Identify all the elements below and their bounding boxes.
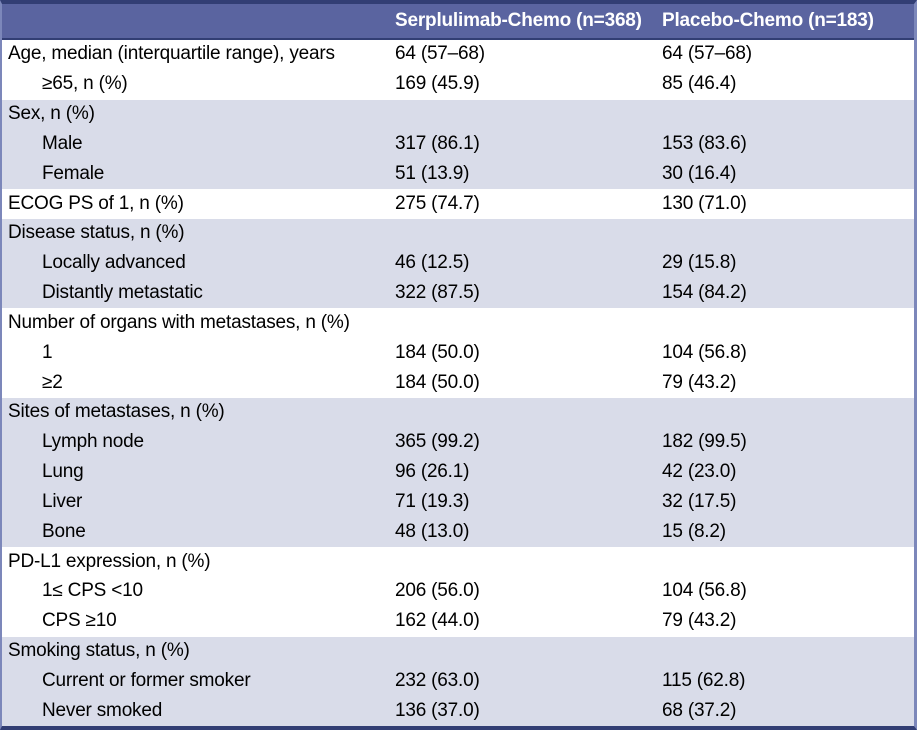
cell-serplulimab-value: 71 (19.3)	[395, 491, 470, 512]
cell-serplulimab-value: 48 (13.0)	[395, 521, 470, 542]
cell-serplulimab-value: 136 (37.0)	[395, 700, 480, 721]
cell-placebo-value: 32 (17.5)	[662, 491, 737, 512]
row-label: Sex, n (%)	[8, 104, 95, 125]
row-label: 1	[42, 342, 53, 363]
cell-placebo-value: 115 (62.8)	[662, 670, 746, 691]
cell-serplulimab-value: 317 (86.1)	[395, 133, 480, 154]
row-label: 1≤ CPS <10	[42, 581, 143, 602]
cell-placebo-value: 30 (16.4)	[662, 163, 737, 184]
row-label: Distantly metastatic	[42, 283, 203, 304]
table-row: 1≤ CPS <10 206 (56.0) 104 (56.8)	[2, 576, 914, 607]
cell-serplulimab-value: 184 (50.0)	[395, 372, 480, 393]
cell-serplulimab-value: 162 (44.0)	[395, 611, 480, 632]
cell-placebo-value: 79 (43.2)	[662, 372, 737, 393]
row-label: Sites of metastases, n (%)	[8, 402, 225, 423]
table-row: Lung 96 (26.1) 42 (23.0)	[2, 457, 914, 488]
row-label: Male	[42, 133, 83, 154]
row-label: Disease status, n (%)	[8, 223, 185, 244]
table-row: Number of organs with metastases, n (%)	[2, 308, 914, 339]
cell-serplulimab-value: 96 (26.1)	[395, 462, 470, 483]
table-row: ≥65, n (%) 169 (45.9) 85 (46.4)	[2, 69, 914, 100]
cell-placebo-value: 64 (57–68)	[662, 44, 752, 65]
cell-placebo-value: 153 (83.6)	[662, 133, 747, 154]
cell-placebo-value: 42 (23.0)	[662, 462, 737, 483]
cell-serplulimab-value: 232 (63.0)	[395, 670, 480, 691]
row-label: PD-L1 expression, n (%)	[8, 551, 211, 572]
row-label: Age, median (interquartile range), years	[8, 44, 335, 65]
cell-placebo-value: 104 (56.8)	[662, 581, 747, 602]
cell-placebo-value: 68 (37.2)	[662, 700, 737, 721]
column-header-placebo-chemo: Placebo-Chemo (n=183)	[662, 10, 874, 31]
row-label: Never smoked	[42, 700, 163, 721]
row-label: Liver	[42, 491, 83, 512]
table-row: Female 51 (13.9) 30 (16.4)	[2, 159, 914, 190]
table-row: Distantly metastatic 322 (87.5) 154 (84.2)	[2, 278, 914, 309]
column-header-serplulimab-chemo: Serplulimab-Chemo (n=368)	[395, 10, 642, 31]
cell-serplulimab-value: 206 (56.0)	[395, 581, 480, 602]
table-row: Bone 48 (13.0) 15 (8.2)	[2, 517, 914, 548]
cell-serplulimab-value: 46 (12.5)	[395, 253, 470, 274]
cell-serplulimab-value: 184 (50.0)	[395, 342, 480, 363]
row-label: Lung	[42, 462, 84, 483]
cell-serplulimab-value: 64 (57–68)	[395, 44, 485, 65]
table-row: PD-L1 expression, n (%)	[2, 547, 914, 577]
row-label: Locally advanced	[42, 253, 186, 274]
cell-serplulimab-value: 275 (74.7)	[395, 193, 480, 214]
row-label: Number of organs with metastases, n (%)	[8, 312, 350, 333]
table-row: Sites of metastases, n (%)	[2, 397, 914, 428]
cell-serplulimab-value: 169 (45.9)	[395, 74, 480, 95]
row-label: Bone	[42, 521, 86, 542]
cell-placebo-value: 79 (43.2)	[662, 611, 737, 632]
row-label: ECOG PS of 1, n (%)	[8, 193, 184, 214]
table-row: ECOG PS of 1, n (%) 275 (74.7) 130 (71.0)	[2, 189, 914, 219]
table-row: Locally advanced 46 (12.5) 29 (15.8)	[2, 248, 914, 279]
table-row: Smoking status, n (%)	[2, 636, 914, 667]
table-row: Disease status, n (%)	[2, 218, 914, 249]
table-row: Never smoked 136 (37.0) 68 (37.2)	[2, 696, 914, 727]
table-row: CPS ≥10 162 (44.0) 79 (43.2)	[2, 606, 914, 637]
table-row: 1 184 (50.0) 104 (56.8)	[2, 338, 914, 369]
row-label: Smoking status, n (%)	[8, 641, 190, 662]
cell-serplulimab-value: 322 (87.5)	[395, 283, 480, 304]
row-label: Female	[42, 163, 105, 184]
table-body: Age, median (interquartile range), years…	[2, 40, 914, 727]
row-label: Current or former smoker	[42, 670, 251, 691]
row-label: Lymph node	[42, 432, 144, 453]
table-row: Sex, n (%)	[2, 99, 914, 130]
table-row: Current or former smoker 232 (63.0) 115 (6…	[2, 666, 914, 697]
table-row: ≥2 184 (50.0) 79 (43.2)	[2, 368, 914, 398]
cell-placebo-value: 182 (99.5)	[662, 432, 747, 453]
table-header-row: Serplulimab-Chemo (n=368) Placebo-Chemo …	[2, 4, 914, 40]
row-label: ≥65, n (%)	[42, 74, 128, 95]
row-label: CPS ≥10	[42, 611, 117, 632]
cell-serplulimab-value: 365 (99.2)	[395, 432, 480, 453]
cell-placebo-value: 130 (71.0)	[662, 193, 747, 214]
row-label: ≥2	[42, 372, 63, 393]
table-row: Age, median (interquartile range), years…	[2, 40, 914, 70]
table-row: Lymph node 365 (99.2) 182 (99.5)	[2, 427, 914, 458]
table-row: Liver 71 (19.3) 32 (17.5)	[2, 487, 914, 518]
table-row: Male 317 (86.1) 153 (83.6)	[2, 129, 914, 160]
cell-placebo-value: 154 (84.2)	[662, 283, 747, 304]
cell-placebo-value: 29 (15.8)	[662, 253, 737, 274]
cell-placebo-value: 15 (8.2)	[662, 521, 726, 542]
cell-placebo-value: 85 (46.4)	[662, 74, 737, 95]
cell-serplulimab-value: 51 (13.9)	[395, 163, 470, 184]
cell-placebo-value: 104 (56.8)	[662, 342, 747, 363]
